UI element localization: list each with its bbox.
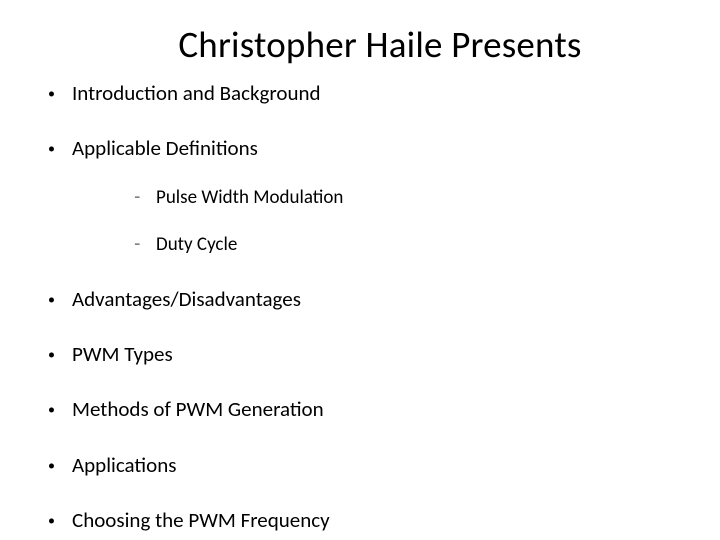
list-item-label: Choosing the PWM Frequency: [72, 507, 330, 533]
list-item: Applications: [44, 453, 680, 478]
list-item: Advantages/Disadvantages: [44, 287, 680, 312]
list-item-label: Applications: [72, 452, 176, 478]
list-item-label: PWM Types: [72, 341, 173, 367]
outline-list: Introduction and Background Applicable D…: [40, 81, 680, 540]
sub-list-item: Pulse Width Modulation: [134, 187, 680, 210]
sub-list-item-label: Pulse Width Modulation: [156, 186, 343, 209]
list-item: PWM Types: [44, 342, 680, 367]
list-item: Introduction and Background: [44, 81, 680, 106]
list-item-label: Introduction and Background: [72, 80, 321, 106]
slide-title: Christopher Haile Presents: [80, 22, 680, 67]
sub-list-item: Duty Cycle: [134, 234, 680, 257]
list-item-label: Applicable Definitions: [72, 135, 258, 161]
slide: Christopher Haile Presents Introduction …: [0, 0, 720, 540]
sub-list-item-label: Duty Cycle: [156, 233, 237, 256]
list-item: Applicable Definitions Pulse Width Modul…: [44, 136, 680, 257]
list-item: Choosing the PWM Frequency: [44, 508, 680, 533]
list-item-label: Methods of PWM Generation: [72, 396, 324, 422]
sub-list: Pulse Width Modulation Duty Cycle: [72, 187, 680, 257]
list-item-label: Advantages/Disadvantages: [72, 286, 301, 312]
list-item: Methods of PWM Generation: [44, 397, 680, 422]
